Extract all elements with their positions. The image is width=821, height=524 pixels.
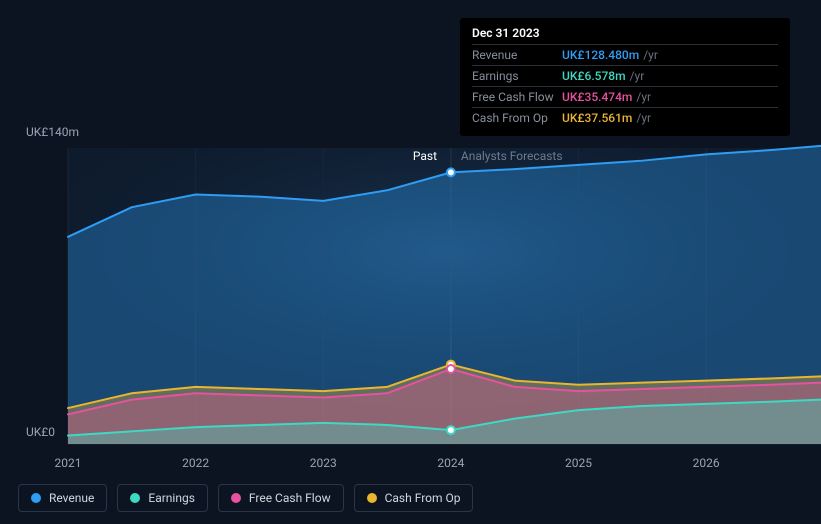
- tooltip-label: Cash From Op: [472, 111, 562, 125]
- past-label: Past: [413, 149, 437, 163]
- tooltip-value: UK£35.474m: [562, 90, 632, 104]
- forecast-label: Analysts Forecasts: [461, 149, 563, 163]
- legend-item-fcf[interactable]: Free Cash Flow: [218, 484, 344, 512]
- tooltip-row: Free Cash FlowUK£35.474m/yr: [472, 86, 778, 107]
- tooltip-title: Dec 31 2023: [472, 26, 778, 40]
- tooltip-value: UK£37.561m: [562, 111, 632, 125]
- x-tick: 2025: [565, 456, 592, 470]
- x-axis: 2021 2022 2023 2024 2025 2026: [18, 450, 803, 470]
- tooltip-unit: /yr: [643, 48, 658, 62]
- tooltip: Dec 31 2023 RevenueUK£128.480m/yrEarning…: [460, 18, 790, 136]
- tooltip-value: UK£128.480m: [562, 48, 639, 62]
- legend-label: Revenue: [49, 491, 94, 505]
- legend: Revenue Earnings Free Cash Flow Cash From O…: [18, 484, 473, 512]
- legend-swatch: [231, 493, 241, 503]
- legend-swatch: [367, 493, 377, 503]
- tooltip-label: Free Cash Flow: [472, 90, 562, 104]
- legend-label: Cash From Op: [385, 491, 461, 505]
- y-axis-baseline-label: UK£0: [26, 425, 55, 439]
- x-tick: 2022: [182, 456, 209, 470]
- tooltip-value: UK£6.578m: [562, 69, 626, 83]
- tooltip-row: Cash From OpUK£37.561m/yr: [472, 107, 778, 128]
- x-tick: 2023: [310, 456, 337, 470]
- legend-label: Free Cash Flow: [249, 491, 331, 505]
- legend-swatch: [31, 493, 41, 503]
- tooltip-label: Earnings: [472, 69, 562, 83]
- tooltip-label: Revenue: [472, 48, 562, 62]
- tooltip-row: EarningsUK£6.578m/yr: [472, 65, 778, 86]
- legend-item-earnings[interactable]: Earnings: [117, 484, 208, 512]
- legend-label: Earnings: [148, 491, 195, 505]
- tooltip-unit: /yr: [636, 111, 651, 125]
- tooltip-row: RevenueUK£128.480m/yr: [472, 44, 778, 65]
- y-axis-top-label: UK£140m: [26, 125, 79, 139]
- legend-item-revenue[interactable]: Revenue: [18, 484, 107, 512]
- legend-swatch: [130, 493, 140, 503]
- x-tick: 2026: [693, 456, 720, 470]
- tooltip-unit: /yr: [636, 90, 651, 104]
- x-tick: 2024: [437, 456, 464, 470]
- tooltip-unit: /yr: [630, 69, 645, 83]
- legend-item-cash_from_op[interactable]: Cash From Op: [354, 484, 474, 512]
- x-tick: 2021: [55, 456, 82, 470]
